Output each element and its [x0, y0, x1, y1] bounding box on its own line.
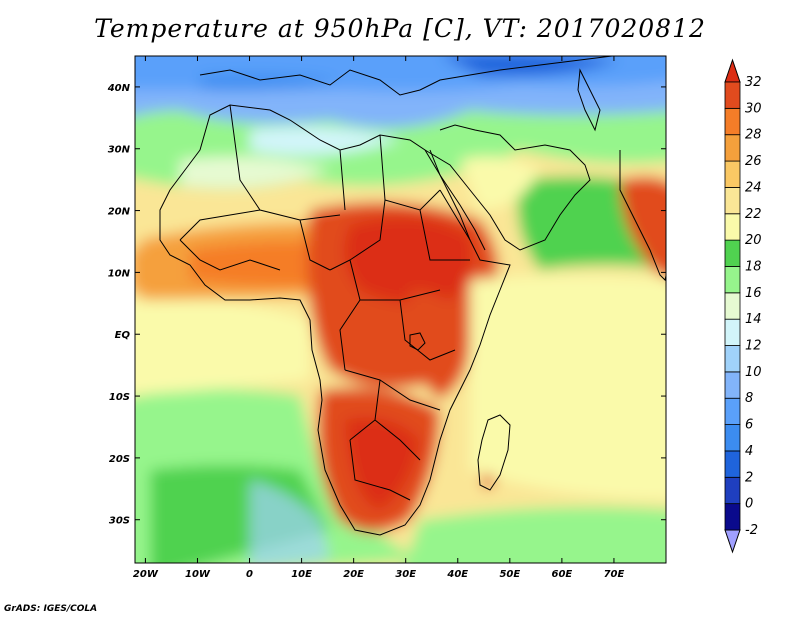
colorbar-bin [724, 345, 741, 373]
x-tick-label: 40E [446, 569, 468, 580]
map-title: Temperature at 950hPa [C], VT: 201702081… [94, 14, 706, 43]
coastlines [159, 56, 666, 536]
x-tick-label: 30E [395, 569, 416, 580]
x-tick-label: 10E [291, 569, 312, 580]
colorbar-label: 6 [745, 418, 753, 433]
y-tick-label: 40N [107, 83, 131, 94]
colorbar-bin [724, 450, 741, 478]
colorbar-label: 16 [745, 286, 762, 301]
credit-label: GrADS: IGES/COLA [4, 604, 98, 614]
india-coastline [619, 150, 666, 281]
y-tick-label: 30N [108, 145, 131, 156]
colorbar-min-cap [724, 529, 741, 554]
red-sea-coast [429, 149, 486, 251]
y-tick-label: 20N [108, 207, 131, 218]
colorbar-label: 20 [745, 233, 762, 248]
x-tick-label: 0 [246, 569, 253, 580]
colorbar-label: 8 [745, 391, 753, 406]
colorbar-label: 4 [745, 444, 753, 459]
colorbar-label: 24 [745, 180, 762, 195]
colorbar-label: 30 [745, 101, 762, 116]
lake-victoria [409, 332, 426, 351]
x-tick-label: 60E [552, 569, 573, 580]
colorbar-bin [724, 187, 741, 215]
y-tick-label: 10S [109, 392, 130, 403]
colorbar-label: 32 [745, 75, 762, 90]
europe-coastline [199, 56, 617, 96]
colorbar-bin [724, 318, 741, 346]
caspian-coastline [577, 68, 601, 132]
x-tick-label: 10W [185, 569, 211, 580]
colorbar-label: 26 [745, 154, 762, 169]
colorbar-label: 0 [745, 497, 753, 512]
x-tick-label: 20E [343, 569, 364, 580]
x-tick-label: 20W [133, 569, 159, 580]
colorbar-label: 22 [745, 207, 762, 222]
colorbar-bin [724, 292, 741, 320]
colorbar-label: 14 [745, 312, 762, 327]
colorbar-label: 28 [745, 128, 762, 143]
x-tick-label: 50E [499, 569, 520, 580]
colorbar-label: 2 [745, 470, 753, 485]
x-axis-labels: 20W 10W 0 10E 20E 30E 40E 50E 60E 70E [133, 569, 625, 580]
y-axis-labels: 40N 30N 20N 10N EQ 10S 20S 30S [107, 83, 131, 527]
colorbar-bin [724, 81, 741, 109]
y-tick-label: 30S [109, 516, 130, 527]
colorbar-bin [724, 160, 741, 188]
x-tick-label: 70E [604, 569, 625, 580]
plot-area [135, 56, 666, 563]
colorbar-bin [724, 107, 741, 136]
y-tick-label: 10N [108, 268, 131, 279]
arabia-coastline [424, 124, 591, 251]
colorbar-bin [724, 503, 741, 531]
madagascar-coastline [477, 414, 511, 491]
temperature-field [135, 56, 666, 563]
colorbar-max-cap [724, 58, 741, 83]
colorbar-bin [724, 371, 741, 399]
y-tick-label: 20S [109, 454, 130, 465]
colorbar-bin [724, 476, 741, 505]
axis-ticks [135, 56, 666, 563]
colorbar-bin [724, 239, 741, 267]
plot-frame [134, 55, 667, 564]
africa-coastline [159, 104, 511, 536]
colorbar-bin [724, 266, 741, 294]
colorbar-label: 10 [745, 365, 762, 380]
colorbar-label: -2 [745, 523, 758, 538]
colorbar-label: 18 [745, 259, 762, 274]
colorbar-bin [724, 213, 741, 241]
colorbar-bin [724, 397, 741, 425]
colorbar-bin [724, 424, 741, 452]
colorbar-label: 12 [745, 339, 762, 354]
colorbar-bin [724, 134, 741, 162]
y-tick-label: EQ [115, 330, 131, 341]
